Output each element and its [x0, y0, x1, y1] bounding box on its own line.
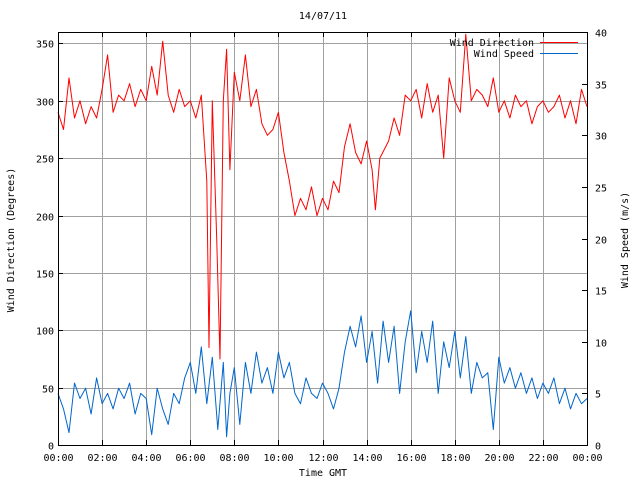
series-lines — [57, 33, 588, 438]
legend-label-speed: Wind Speed — [474, 49, 534, 60]
axis-ticks — [58, 32, 588, 446]
x-tick-label: 04:00 — [131, 453, 161, 464]
series-wind-direction — [57, 33, 588, 360]
chart-title: 14/07/11 — [299, 11, 347, 22]
x-tick-label: 12:00 — [308, 453, 338, 464]
x-tick-label: 14:00 — [352, 453, 382, 464]
y-tick-label: 150 — [36, 270, 54, 281]
y2-tick-label: 0 — [595, 442, 601, 453]
y2-tick-label: 30 — [595, 132, 607, 143]
x-tick-label: 20:00 — [484, 453, 514, 464]
y2-tick-label: 20 — [595, 236, 607, 247]
y-axis-label: Wind Direction (Degrees) — [6, 168, 17, 313]
legend-label-direction: Wind Direction — [450, 38, 534, 49]
x-tick-label: 10:00 — [263, 453, 293, 464]
y-tick-label: 350 — [36, 40, 54, 51]
y-tick-label: 300 — [36, 98, 54, 109]
x-tick-label: 00:00 — [572, 453, 602, 464]
y-tick-label: 0 — [48, 442, 54, 453]
x-tick-label: 22:00 — [528, 453, 558, 464]
y-tick-label: 200 — [36, 213, 54, 224]
x-tick-label: 02:00 — [87, 453, 117, 464]
y2-tick-label: 10 — [595, 339, 607, 350]
tick-labels: 00:00 02:00 04:00 06:00 08:00 10:00 12:00 14:00… — [36, 29, 607, 465]
y2-tick-label: 35 — [595, 81, 607, 92]
y-tick-label: 50 — [42, 385, 54, 396]
x-tick-label: 16:00 — [396, 453, 426, 464]
y-tick-label: 100 — [36, 327, 54, 338]
x-tick-label: 18:00 — [440, 453, 470, 464]
x-tick-label: 08:00 — [219, 453, 249, 464]
y-tick-label: 250 — [36, 155, 54, 166]
x-tick-label: 06:00 — [175, 453, 205, 464]
x-tick-label: 00:00 — [43, 453, 73, 464]
x-axis-label: Time GMT — [299, 468, 347, 479]
y2-tick-label: 25 — [595, 184, 607, 195]
y2-tick-label: 40 — [595, 29, 607, 40]
legend: Wind Direction Wind Speed — [450, 38, 578, 60]
y2-axis-label: Wind Speed (m/s) — [620, 192, 631, 288]
y2-tick-label: 5 — [595, 390, 601, 401]
y2-tick-label: 15 — [595, 287, 607, 298]
series-wind-speed — [57, 310, 588, 438]
